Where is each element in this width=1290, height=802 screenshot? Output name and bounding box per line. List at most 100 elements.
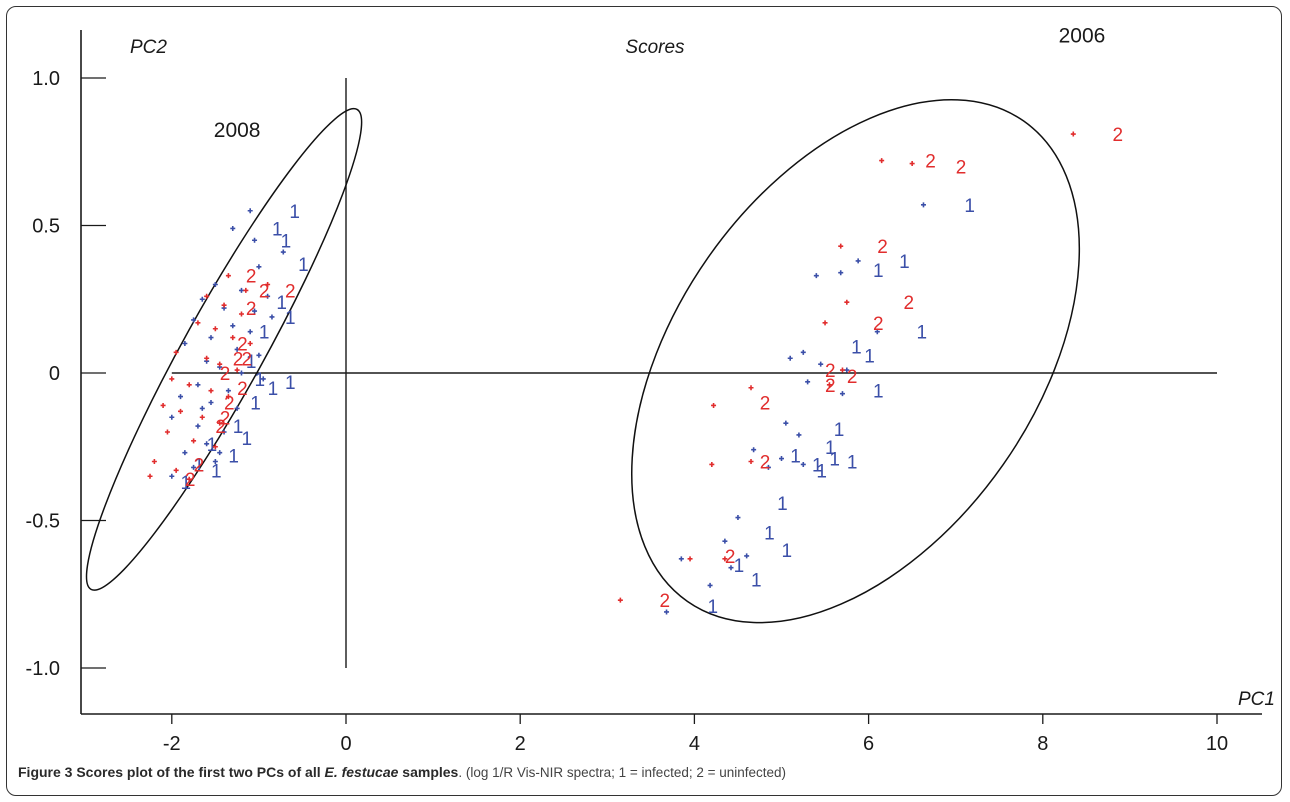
point-marker-1 xyxy=(238,287,244,293)
x-tick-label: -2 xyxy=(163,733,181,755)
point-label-2: 2 xyxy=(660,591,671,612)
point-label-1: 1 xyxy=(825,438,836,459)
point-label-2: 2 xyxy=(246,267,257,288)
point-label-1: 1 xyxy=(816,461,827,482)
point-marker-2 xyxy=(879,158,885,164)
point-label-2: 2 xyxy=(956,158,967,179)
point-label-1: 1 xyxy=(276,293,287,314)
point-label-1: 1 xyxy=(241,429,252,450)
point-label-2: 2 xyxy=(877,237,888,258)
point-marker-2 xyxy=(234,367,240,373)
point-label-2: 2 xyxy=(241,349,252,370)
point-label-1: 1 xyxy=(751,571,762,592)
figure-caption: Figure 3 Scores plot of the first two PC… xyxy=(18,764,1268,780)
x-tick-label: 2 xyxy=(515,733,526,755)
point-marker-1 xyxy=(256,352,262,358)
point-label-2: 2 xyxy=(220,364,231,385)
point-marker-2 xyxy=(225,273,231,279)
point-marker-1 xyxy=(280,249,286,255)
point-marker-1 xyxy=(204,441,210,447)
point-marker-1 xyxy=(839,391,845,397)
point-marker-1 xyxy=(199,405,205,411)
point-label-1: 1 xyxy=(233,417,244,438)
point-marker-1 xyxy=(783,420,789,426)
point-label-1: 1 xyxy=(259,323,270,344)
point-label-1: 1 xyxy=(272,219,283,240)
point-marker-2 xyxy=(186,382,192,388)
y-tick-label: 0.5 xyxy=(32,216,60,238)
x-tick-label: 4 xyxy=(689,733,700,755)
caption-bold-tail: samples xyxy=(398,764,459,780)
point-label-1: 1 xyxy=(707,597,718,618)
point-marker-1 xyxy=(221,429,227,435)
point-marker-2 xyxy=(173,467,179,473)
point-marker-1 xyxy=(664,609,670,615)
x-tick-label: 6 xyxy=(863,733,874,755)
point-marker-2 xyxy=(711,402,717,408)
point-marker-1 xyxy=(787,355,793,361)
axes: 1.0 0.5 0 -0.5 -1.0 -2 0 2 4 6 8 10 xyxy=(26,30,1262,755)
point-label-1: 1 xyxy=(289,202,300,223)
y-tick-label: 1.0 xyxy=(32,68,60,90)
point-label-1: 1 xyxy=(899,252,910,273)
point-label-1: 1 xyxy=(285,373,296,394)
point-label-1: 1 xyxy=(782,541,793,562)
point-marker-1 xyxy=(212,459,218,464)
point-marker-2 xyxy=(164,429,170,435)
point-marker-2 xyxy=(838,243,844,249)
point-label-2: 2 xyxy=(233,349,244,370)
point-marker-1 xyxy=(195,382,201,388)
point-marker-1 xyxy=(195,423,201,429)
point-label-2: 2 xyxy=(825,376,836,397)
point-marker-2 xyxy=(826,382,832,388)
point-label-1: 1 xyxy=(734,556,745,577)
point-marker-1 xyxy=(252,308,258,314)
ellipse-group xyxy=(85,107,363,591)
point-marker-1 xyxy=(722,538,728,544)
point-label-1: 1 xyxy=(228,447,239,468)
point-marker-1 xyxy=(800,349,806,355)
x-tick-label: 10 xyxy=(1206,733,1228,755)
point-marker-1 xyxy=(247,208,253,214)
point-label-2: 2 xyxy=(224,394,235,415)
caption-italic-species: E. festucae xyxy=(324,764,399,780)
point-label-1: 1 xyxy=(812,455,823,476)
y-axis-label: PC2 xyxy=(130,37,167,58)
point-label-1: 1 xyxy=(873,261,884,282)
point-marker-1 xyxy=(238,370,244,376)
point-marker-2 xyxy=(617,597,623,603)
point-marker-1 xyxy=(208,335,214,341)
point-marker-1 xyxy=(678,556,684,562)
point-marker-1 xyxy=(191,464,197,470)
point-marker-2 xyxy=(160,402,166,408)
point-marker-1 xyxy=(744,553,750,559)
point-marker-2 xyxy=(212,326,218,332)
point-marker-1 xyxy=(256,264,262,270)
point-label-1: 1 xyxy=(964,196,975,217)
point-marker-2 xyxy=(225,394,231,400)
point-marker-2 xyxy=(238,311,244,317)
point-label-1: 1 xyxy=(790,447,801,468)
ellipse-group xyxy=(631,98,1081,624)
point-marker-2 xyxy=(1070,131,1076,137)
point-marker-1 xyxy=(230,323,236,329)
point-marker-2 xyxy=(173,349,179,355)
point-label-1: 1 xyxy=(873,382,884,403)
point-label-2: 2 xyxy=(1112,125,1123,146)
point-marker-1 xyxy=(920,202,926,208)
point-marker-1 xyxy=(874,329,880,335)
point-marker-2 xyxy=(221,302,227,308)
point-marker-2 xyxy=(709,461,715,467)
point-marker-2 xyxy=(169,376,175,382)
point-label-1: 1 xyxy=(834,420,845,441)
y-tick-label: -1.0 xyxy=(26,658,60,680)
point-marker-1 xyxy=(805,379,811,385)
point-label-1: 1 xyxy=(764,523,775,544)
point-label-1: 1 xyxy=(298,255,309,276)
point-marker-2 xyxy=(151,459,157,464)
point-label-2: 2 xyxy=(903,293,914,314)
point-marker-1 xyxy=(208,400,214,405)
y-tick-label: -0.5 xyxy=(26,511,60,533)
